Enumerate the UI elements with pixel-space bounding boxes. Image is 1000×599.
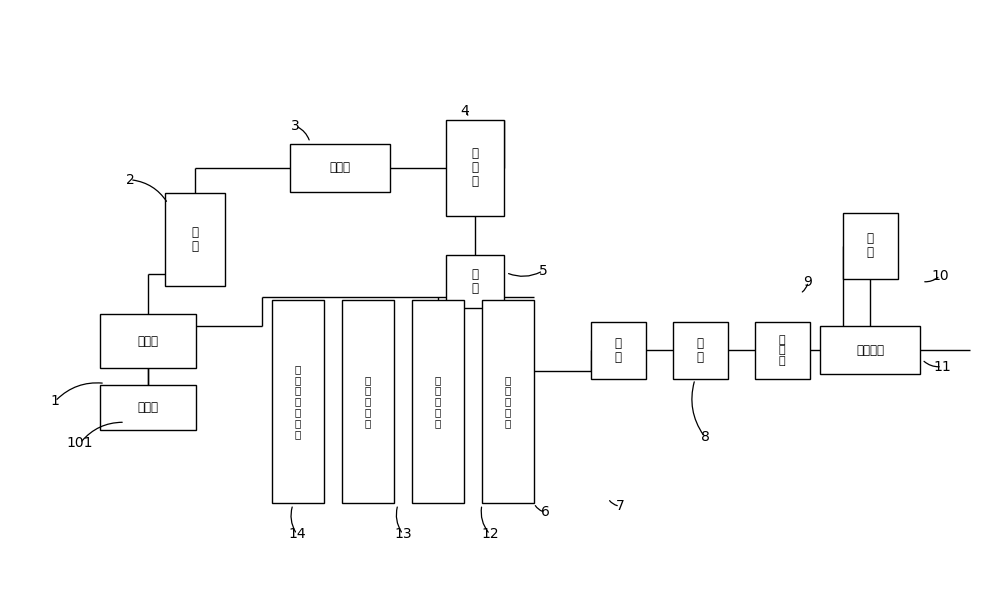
Text: 去
杂
质: 去 杂 质 xyxy=(779,335,785,366)
Text: 反应釜: 反应釜 xyxy=(138,335,158,348)
Text: 5: 5 xyxy=(539,264,547,278)
Bar xyxy=(446,120,504,216)
Text: 13: 13 xyxy=(394,527,412,541)
Text: 缓
冲
罐: 缓 冲 罐 xyxy=(472,147,479,188)
Text: 2: 2 xyxy=(126,173,134,187)
Text: 9: 9 xyxy=(804,274,812,289)
Bar xyxy=(342,300,394,503)
Bar xyxy=(482,300,534,503)
Bar xyxy=(446,255,504,308)
Text: 4: 4 xyxy=(461,104,469,118)
Bar xyxy=(272,300,324,503)
Bar xyxy=(820,326,920,374)
Bar xyxy=(412,300,464,503)
Text: 12: 12 xyxy=(481,527,499,541)
Bar xyxy=(590,322,646,379)
Text: 6: 6 xyxy=(541,505,549,519)
Bar xyxy=(165,193,225,286)
Text: 成品存储: 成品存储 xyxy=(856,344,884,357)
Text: 油
水
分
离
罐: 油 水 分 离 罐 xyxy=(505,375,511,428)
Bar xyxy=(842,213,898,279)
Text: 气
体
回
收
洗
涤
罐: 气 体 回 收 洗 涤 罐 xyxy=(295,364,301,438)
Text: 7: 7 xyxy=(616,499,624,513)
Text: 油
气
缓
冲
罐: 油 气 缓 冲 罐 xyxy=(435,375,441,428)
Text: 3: 3 xyxy=(291,119,299,133)
Text: 14: 14 xyxy=(288,527,306,541)
Text: 10: 10 xyxy=(931,268,949,283)
Text: 冷凝器: 冷凝器 xyxy=(330,161,351,174)
Text: 1: 1 xyxy=(51,394,59,409)
Text: 脱
色: 脱 色 xyxy=(866,232,874,259)
Bar xyxy=(672,322,728,379)
Text: 加热机: 加热机 xyxy=(138,401,158,414)
Bar xyxy=(100,385,196,429)
Text: 汽
水
分
离
罐: 汽 水 分 离 罐 xyxy=(365,375,371,428)
Text: 8: 8 xyxy=(701,430,709,444)
Bar xyxy=(755,322,810,379)
Text: 催
化: 催 化 xyxy=(192,226,198,253)
Bar xyxy=(290,144,390,192)
Text: 去
味: 去 味 xyxy=(696,337,704,364)
Text: 101: 101 xyxy=(67,436,93,450)
Text: 11: 11 xyxy=(933,359,951,374)
Text: 视
镜: 视 镜 xyxy=(472,268,479,295)
Text: 脱
硫: 脱 硫 xyxy=(614,337,622,364)
Bar xyxy=(100,314,196,368)
